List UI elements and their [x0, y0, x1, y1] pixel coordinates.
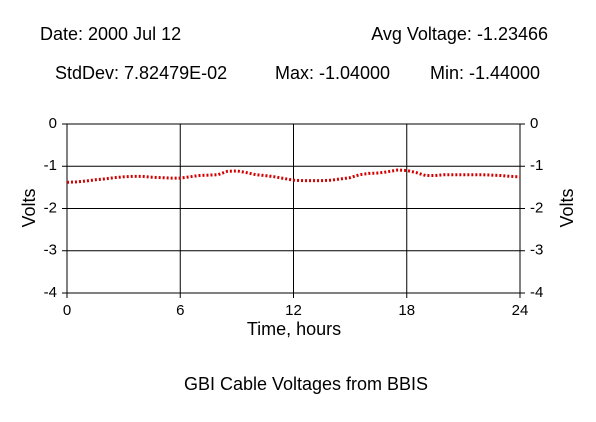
- header-stddev: StdDev: 7.82479E-02: [55, 63, 227, 83]
- x-tick-label: 0: [63, 302, 71, 319]
- y-tick-label: -1: [44, 157, 57, 174]
- x-axis-label: Time, hours: [247, 319, 341, 339]
- header-date: Date: 2000 Jul 12: [40, 24, 181, 44]
- y2-tick-label: -2: [530, 199, 543, 216]
- x-tick-label: 18: [398, 302, 415, 319]
- y-tick-label: -4: [44, 284, 57, 301]
- header-avg: Avg Voltage: -1.23466: [371, 24, 548, 44]
- x-tick-label: 6: [176, 302, 184, 319]
- y-tick-label: -3: [44, 242, 57, 259]
- y-axis-label: Volts: [19, 188, 39, 227]
- y2-tick-label: 0: [530, 115, 538, 132]
- y-tick-label: -2: [44, 199, 57, 216]
- y2-axis-label: Volts: [557, 188, 577, 227]
- header-min: Min: -1.44000: [430, 63, 540, 83]
- x-tick-label: 12: [285, 302, 302, 319]
- header-max: Max: -1.04000: [275, 63, 390, 83]
- y2-tick-label: -3: [530, 242, 543, 259]
- y-tick-label: 0: [49, 115, 57, 132]
- y2-tick-label: -1: [530, 157, 543, 174]
- y2-tick-label: -4: [530, 284, 543, 301]
- x-tick-label: 24: [512, 302, 529, 319]
- data-line: [66, 168, 521, 184]
- chart-title: GBI Cable Voltages from BBIS: [184, 374, 428, 394]
